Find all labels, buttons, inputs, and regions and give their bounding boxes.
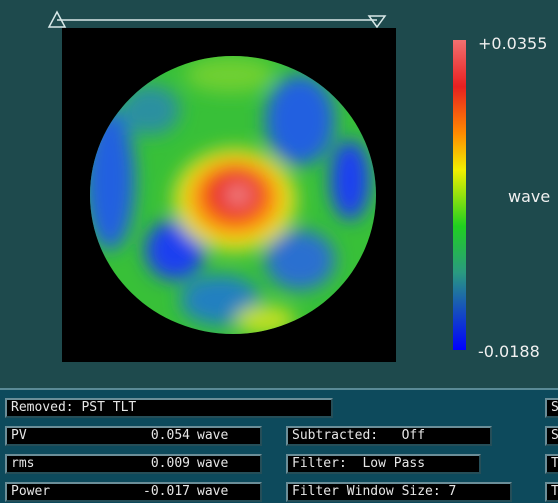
slider-handle-left[interactable]: [47, 10, 67, 28]
colorbar: [453, 40, 466, 350]
stat-field: rms 0.009 wave: [5, 454, 262, 474]
stat-label: PV: [11, 428, 27, 443]
stat-field: Power -0.017 wave: [5, 482, 262, 502]
info-panel: Removed: PST TLT PV 0.054 wave rms 0.009 wave…: [0, 388, 558, 503]
stat-label: Power: [11, 484, 51, 499]
stat-unit: wave: [197, 428, 229, 443]
setting-field: Filter: Low Pass: [286, 454, 481, 474]
cut-off-field: T: [545, 454, 558, 474]
map-view: [47, 10, 466, 362]
colorbar-min: -0.0188: [478, 342, 540, 361]
colorbar-max: +0.0355: [478, 34, 548, 53]
stat-label: rms: [11, 456, 35, 471]
cut-off-field: S: [545, 426, 558, 446]
cut-off-field: S: [545, 398, 558, 418]
cut-off-field: T: [545, 482, 558, 502]
stat-field: PV 0.054 wave: [5, 426, 262, 446]
stat-unit: wave: [197, 484, 229, 499]
slider-handle-right[interactable]: [367, 15, 387, 29]
colorbar-unit: wave: [508, 187, 551, 206]
stat-unit: wave: [197, 456, 229, 471]
stat-value: 0.009: [150, 456, 190, 471]
setting-field: Filter Window Size: 7: [286, 482, 512, 502]
removed-field: Removed: PST TLT: [5, 398, 333, 418]
stat-value: 0.054: [150, 428, 190, 443]
stat-value: -0.017: [143, 484, 190, 499]
setting-field: Subtracted: Off: [286, 426, 492, 446]
